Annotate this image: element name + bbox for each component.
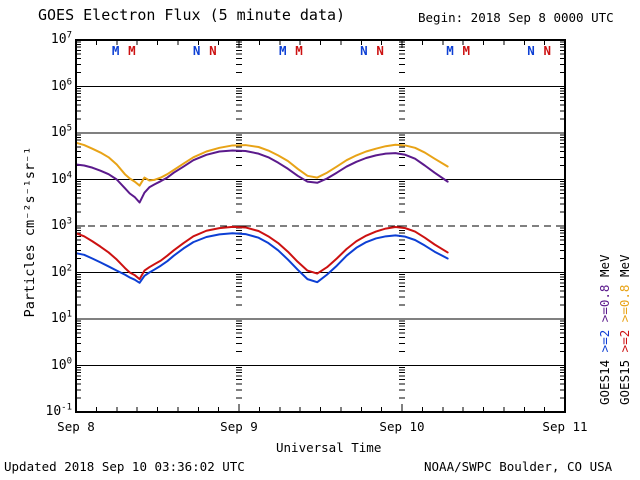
x-axis-title: Universal Time (276, 440, 382, 455)
x-tick-label: Sep 11 (542, 419, 588, 434)
y-tick-label: 104 (50, 170, 72, 187)
x-tick-label: Sep 8 (57, 419, 95, 434)
event-marker-n: N (376, 43, 384, 58)
event-marker-m: M (446, 43, 454, 58)
plot-frame (75, 39, 566, 413)
legend-column-goes15: GOES15 >=2 >=0.8 MeV (617, 254, 632, 405)
legend-satellite-label: GOES15 (617, 352, 632, 405)
y-tick-label: 101 (50, 309, 72, 326)
y-tick-label: 105 (50, 123, 72, 140)
legend-entry-label: >=0.8 (617, 277, 632, 323)
event-marker-m: M (462, 43, 470, 58)
legend-entry-label: >=2 (617, 322, 632, 353)
y-tick-label: 10-1 (45, 402, 73, 419)
legend-unit-label: MeV (617, 254, 632, 278)
event-marker-m: M (128, 43, 136, 58)
event-marker-n: N (209, 43, 217, 58)
chart-title: GOES Electron Flux (5 minute data) (38, 6, 346, 24)
event-marker-m: M (279, 43, 287, 58)
y-tick-label: 107 (50, 30, 72, 47)
y-tick-label: 102 (50, 263, 72, 280)
y-tick-label: 100 (50, 356, 72, 373)
footer-updated-timestamp: Updated 2018 Sep 10 03:36:02 UTC (4, 459, 245, 474)
series-line-2 (75, 225, 449, 281)
event-marker-n: N (360, 43, 368, 58)
x-tick-label: Sep 10 (379, 419, 425, 434)
legend-satellite-label: GOES14 (597, 352, 612, 405)
legend-entry-label: >=2 (597, 322, 612, 353)
begin-time-label: Begin: 2018 Sep 8 0000 UTC (418, 10, 614, 25)
legend-unit-label: MeV (597, 254, 612, 278)
x-tick-label: Sep 9 (220, 419, 258, 434)
legend-entry-label: >=0.8 (597, 277, 612, 323)
series-line-3 (75, 232, 449, 284)
y-axis-tick-labels: 107 106 105 104 103 102 101 100 10-1 (0, 0, 73, 480)
series-line-1 (75, 149, 449, 204)
event-marker-m: M (295, 43, 303, 58)
y-tick-label: 106 (50, 77, 72, 94)
event-marker-n: N (527, 43, 535, 58)
event-marker-n: N (192, 43, 201, 58)
series-line-0 (75, 141, 449, 187)
footer-source-label: NOAA/SWPC Boulder, CO USA (424, 459, 613, 474)
y-tick-label: 103 (50, 216, 72, 233)
event-marker-m: M (111, 43, 120, 58)
legend-column-goes14: GOES14 >=2 >=0.8 MeV (597, 254, 612, 405)
event-marker-n: N (543, 43, 552, 58)
